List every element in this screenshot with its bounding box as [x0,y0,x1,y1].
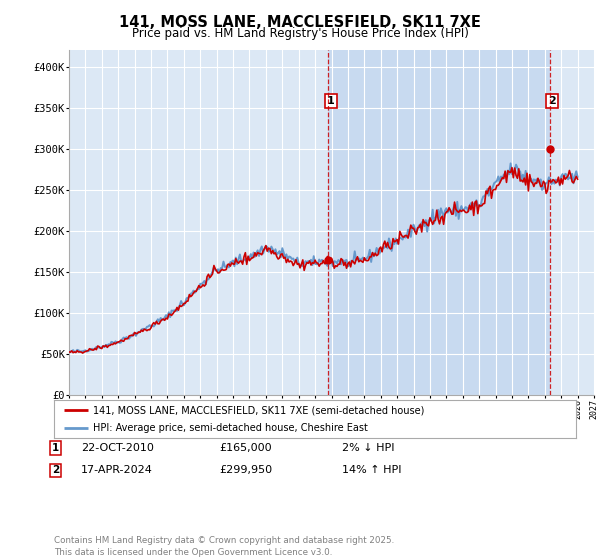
Text: 1: 1 [327,96,335,106]
Text: 14% ↑ HPI: 14% ↑ HPI [342,465,401,475]
Text: 1: 1 [52,443,59,453]
Text: 2% ↓ HPI: 2% ↓ HPI [342,443,395,453]
Bar [328,50,550,395]
Text: 141, MOSS LANE, MACCLESFIELD, SK11 7XE: 141, MOSS LANE, MACCLESFIELD, SK11 7XE [119,15,481,30]
Text: 141, MOSS LANE, MACCLESFIELD, SK11 7XE (semi-detached house): 141, MOSS LANE, MACCLESFIELD, SK11 7XE (… [93,405,425,415]
Text: £165,000: £165,000 [219,443,272,453]
Text: 2: 2 [548,96,556,106]
Text: 17-APR-2024: 17-APR-2024 [81,465,153,475]
Text: Price paid vs. HM Land Registry's House Price Index (HPI): Price paid vs. HM Land Registry's House … [131,27,469,40]
Text: £299,950: £299,950 [219,465,272,475]
Text: 2: 2 [52,465,59,475]
Text: HPI: Average price, semi-detached house, Cheshire East: HPI: Average price, semi-detached house,… [93,423,368,433]
Text: 22-OCT-2010: 22-OCT-2010 [81,443,154,453]
Text: Contains HM Land Registry data © Crown copyright and database right 2025.
This d: Contains HM Land Registry data © Crown c… [54,536,394,557]
